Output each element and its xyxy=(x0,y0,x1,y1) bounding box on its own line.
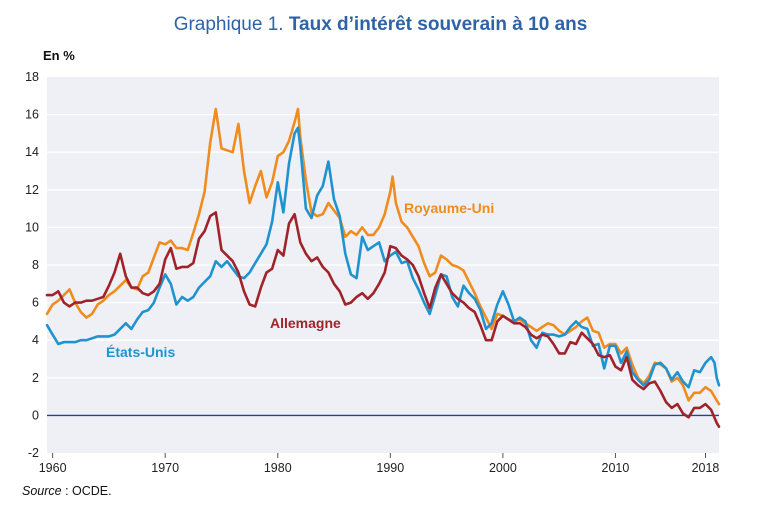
y-tick-label: 18 xyxy=(25,70,39,84)
series-label-royaume-uni: Royaume-Uni xyxy=(404,200,494,216)
source-separator: : xyxy=(61,484,73,498)
series-line-allemagne xyxy=(45,211,721,428)
series-lines xyxy=(45,107,721,428)
line-chart: -2 0 2 4 6 8 10 12 14 16 18 1960 1970 1980 1990 2000 20… xyxy=(25,48,721,475)
y-tick-label: 6 xyxy=(32,296,39,310)
x-tick-label: 2000 xyxy=(489,461,517,475)
y-tick-label: 14 xyxy=(25,145,39,159)
gridlines xyxy=(47,113,719,379)
y-axis: -2 0 2 4 6 8 10 12 14 16 18 xyxy=(25,70,39,460)
source-label: Source xyxy=(22,484,62,498)
series-label-etats-unis: États-Unis xyxy=(106,344,175,360)
y-tick-label: 10 xyxy=(25,220,39,234)
y-tick-label: 8 xyxy=(32,258,39,272)
series-label-allemagne: Allemagne xyxy=(270,315,341,331)
x-tick-label: 2010 xyxy=(602,461,630,475)
chart-title: Graphique 1. Taux d’intérêt souverain à … xyxy=(0,14,761,36)
y-tick-label: -2 xyxy=(28,446,39,460)
y-tick-label: 2 xyxy=(32,371,39,385)
series-line-etats-unis xyxy=(45,126,721,389)
x-tick-label: 2018 xyxy=(692,461,720,475)
x-tick-label: 1990 xyxy=(376,461,404,475)
x-tick-label: 1960 xyxy=(39,461,67,475)
chart-title-main: Taux d’intérêt souverain à 10 ans xyxy=(288,14,588,35)
y-tick-label: 4 xyxy=(32,333,39,347)
series-line-royaume-uni xyxy=(45,107,721,406)
x-axis: 1960 1970 1980 1990 2000 2010 2018 xyxy=(39,453,720,475)
source-note: Source : OCDE. xyxy=(22,484,112,498)
source-text: OCDE. xyxy=(72,484,112,498)
chart-title-prefix: Graphique 1. xyxy=(173,14,284,35)
x-tick-label: 1970 xyxy=(151,461,179,475)
y-tick-label: 12 xyxy=(25,183,39,197)
x-tick-label: 1980 xyxy=(264,461,292,475)
y-tick-label: 0 xyxy=(32,408,39,422)
y-axis-unit: En % xyxy=(43,48,75,63)
y-tick-label: 16 xyxy=(25,108,39,122)
